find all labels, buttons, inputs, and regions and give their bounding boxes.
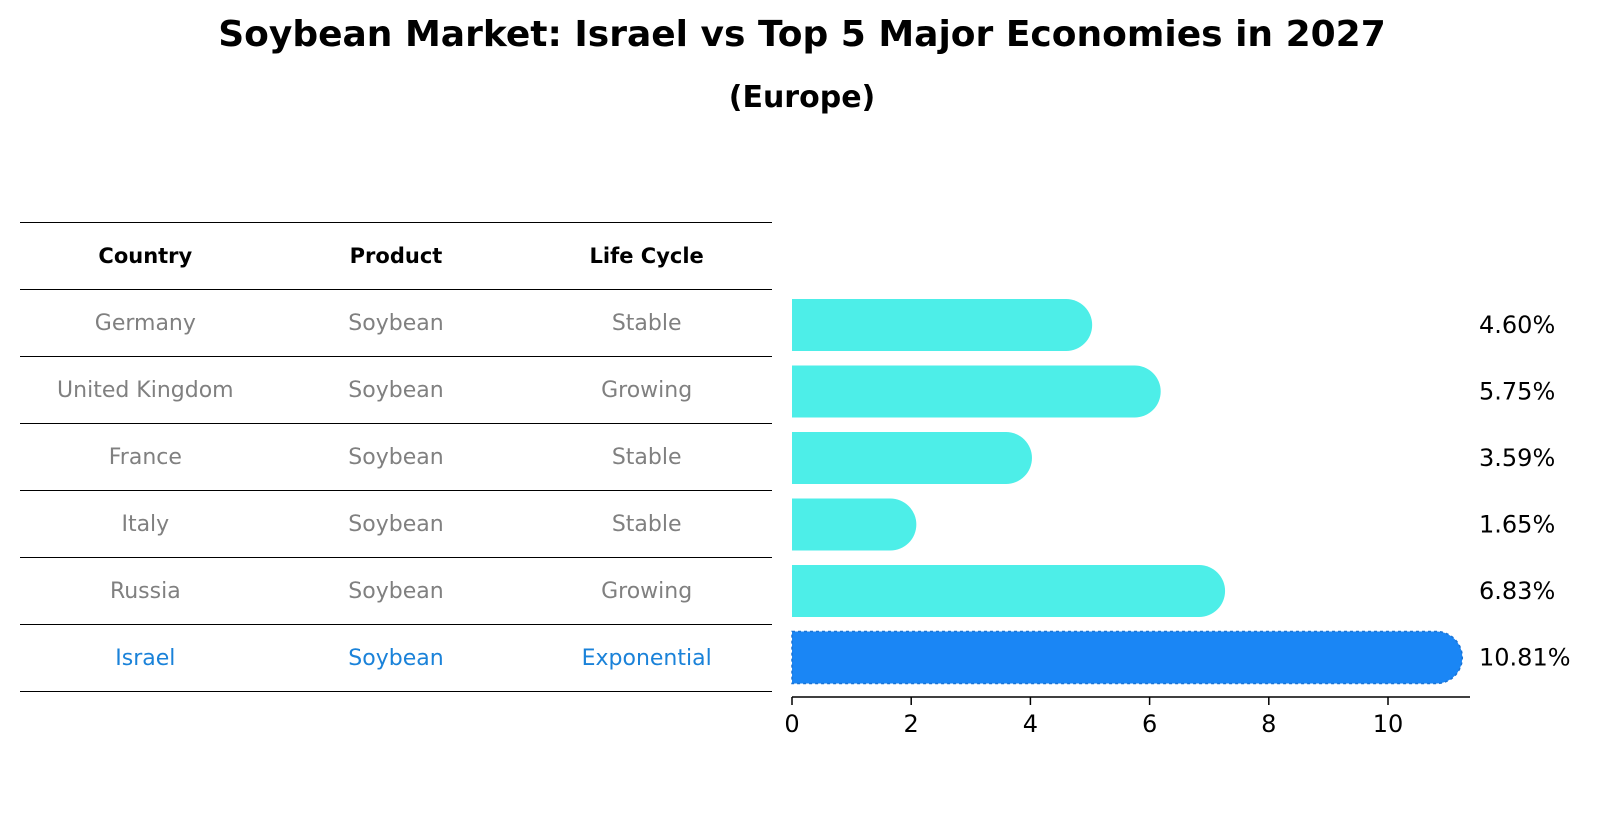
bar-france xyxy=(792,432,1032,484)
bar-israel xyxy=(791,630,1464,685)
cell-life-cycle: Exponential xyxy=(521,624,772,692)
table-row: Germany Soybean Stable xyxy=(20,289,772,357)
cell-life-cycle: Stable xyxy=(521,289,772,357)
cell-country: Germany xyxy=(20,289,271,357)
cell-product: Soybean xyxy=(270,356,522,424)
header-country: Country xyxy=(20,222,271,290)
cell-life-cycle: Stable xyxy=(521,490,772,558)
cell-product: Soybean xyxy=(270,557,522,625)
bar-germany xyxy=(792,299,1093,351)
cell-life-cycle: Stable xyxy=(521,423,772,491)
cell-product: Soybean xyxy=(270,423,522,491)
cell-country: France xyxy=(20,423,271,491)
value-label: 6.83% xyxy=(1479,577,1555,605)
x-tick-label: 8 xyxy=(1261,710,1276,738)
cell-product: Soybean xyxy=(270,490,522,558)
cell-country: Italy xyxy=(20,490,271,558)
chart-subtitle: (Europe) xyxy=(728,80,876,115)
value-label: 5.75% xyxy=(1479,378,1555,406)
x-tick-label: 0 xyxy=(784,710,799,738)
chart-title: Soybean Market: Israel vs Top 5 Major Ec… xyxy=(218,14,1386,55)
cell-product: Soybean xyxy=(270,624,522,692)
bar-russia xyxy=(792,565,1226,617)
header-product: Product xyxy=(270,222,522,290)
x-tick-label: 4 xyxy=(1023,710,1038,738)
header-life-cycle: Life Cycle xyxy=(521,222,772,290)
table-row: United Kingdom Soybean Growing xyxy=(20,356,772,424)
cell-country: Russia xyxy=(20,557,271,625)
x-tick-label: 10 xyxy=(1373,710,1404,738)
value-label: 10.81% xyxy=(1479,644,1571,672)
table-row: Russia Soybean Growing xyxy=(20,557,772,625)
table-row: France Soybean Stable xyxy=(20,423,772,491)
table-row: Italy Soybean Stable xyxy=(20,490,772,558)
cell-country: United Kingdom xyxy=(20,356,271,424)
bar-italy xyxy=(792,498,917,551)
x-tick-label: 2 xyxy=(904,710,919,738)
cell-country: Israel xyxy=(20,624,271,692)
table-header-row: Country Product Life Cycle xyxy=(20,222,772,290)
cell-product: Soybean xyxy=(270,289,522,357)
bar-united-kingdom xyxy=(792,365,1161,418)
value-label: 1.65% xyxy=(1479,511,1555,539)
country-table: Country Product Life Cycle Germany Soybe… xyxy=(20,222,772,692)
value-label: 3.59% xyxy=(1479,444,1555,472)
x-tick-label: 6 xyxy=(1142,710,1157,738)
cell-life-cycle: Growing xyxy=(521,557,772,625)
value-label: 4.60% xyxy=(1479,311,1555,339)
table-row-highlight: Israel Soybean Exponential xyxy=(20,624,772,692)
